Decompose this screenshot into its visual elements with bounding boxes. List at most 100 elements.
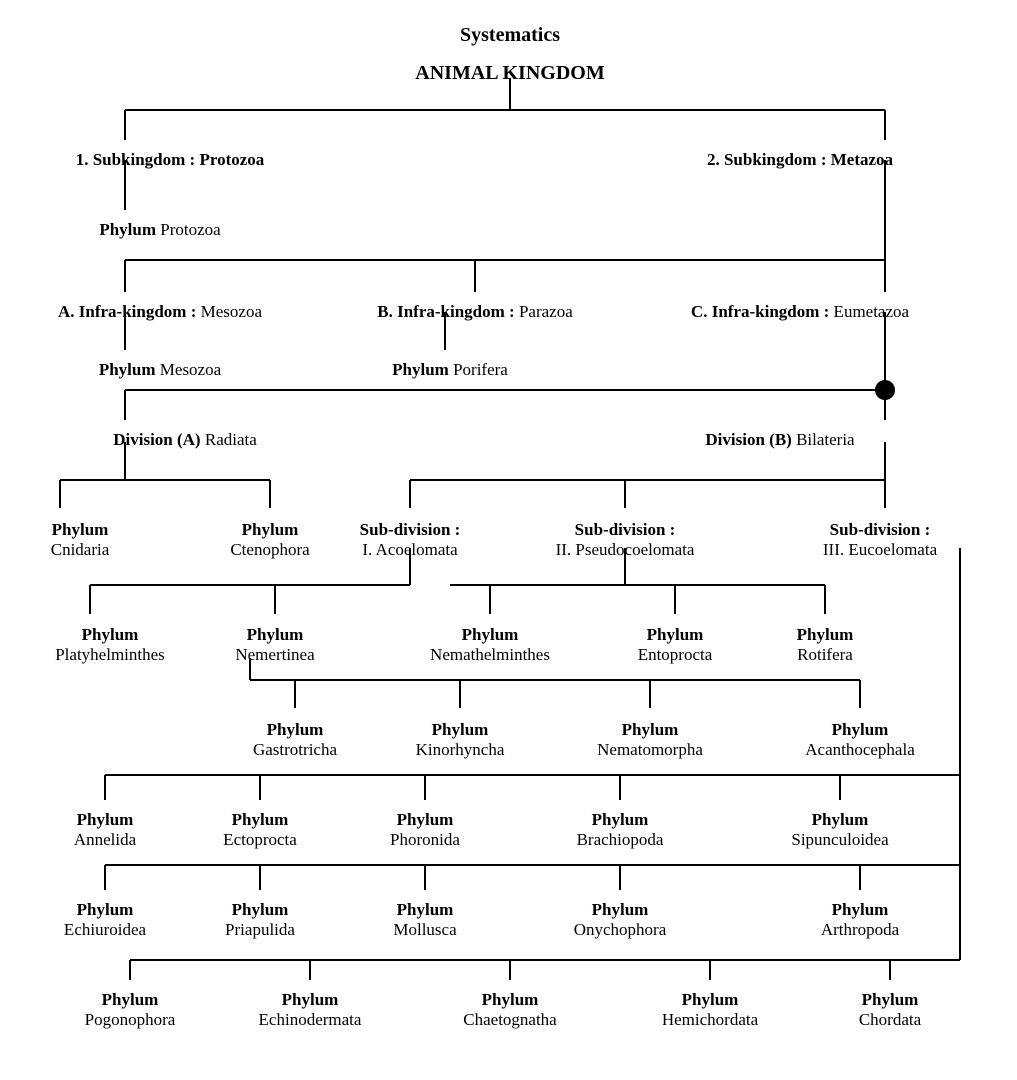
taxon-name: Metazoa (831, 150, 893, 169)
node-div_bilateria: Division (B) Bilateria (705, 430, 854, 450)
rank-label: Phylum (74, 810, 136, 830)
rank-label: Phylum (253, 720, 337, 740)
node-ph_hemich: PhylumHemichordata (662, 990, 758, 1029)
taxon-name: Protozoa (199, 150, 264, 169)
rank-label: Division (B) (705, 430, 796, 449)
node-root: ANIMAL KINGDOM (415, 62, 604, 85)
rank-label: Sub-division : (556, 520, 695, 540)
taxon-name: Chordata (859, 1010, 921, 1030)
rank-label: Phylum (392, 360, 453, 379)
node-ph_pogono: PhylumPogonophora (85, 990, 176, 1029)
rank-label: Phylum (259, 990, 362, 1010)
node-ik_mesozoa: A. Infra-kingdom : Mesozoa (58, 302, 262, 322)
rank-label: Phylum (797, 625, 854, 645)
node-div_radiata: Division (A) Radiata (113, 430, 257, 450)
rank-label: Phylum (597, 720, 703, 740)
taxon-name: Mesozoa (160, 360, 221, 379)
rank-label: Phylum (230, 520, 309, 540)
node-sk_metazoa: 2. Subkingdom : Metazoa (707, 150, 893, 170)
node-ph_chord: PhylumChordata (859, 990, 921, 1029)
taxon-name: Acanthocephala (805, 740, 915, 760)
node-ph_onycho: PhylumOnychophora (574, 900, 667, 939)
taxon-name: I. Acoelomata (360, 540, 461, 560)
rank-label: Phylum (235, 625, 314, 645)
taxon-name: Cnidaria (51, 540, 110, 560)
node-ph_phoron: PhylumPhoronida (390, 810, 460, 849)
node-ph_annelida: PhylumAnnelida (74, 810, 136, 849)
taxon-name: Mollusca (393, 920, 456, 940)
rank-label: C. Infra-kingdom : (691, 302, 834, 321)
node-ph_arthro: PhylumArthropoda (821, 900, 899, 939)
node-ph_mesozoa: Phylum Mesozoa (99, 360, 221, 380)
node-ph_platy: PhylumPlatyhelminthes (55, 625, 165, 664)
rank-label: Phylum (99, 220, 160, 239)
rank-label: 1. Subkingdom : (76, 150, 200, 169)
rank-label: Phylum (662, 990, 758, 1010)
taxon-name: Onychophora (574, 920, 667, 940)
node-ph_gastro: PhylumGastrotricha (253, 720, 337, 759)
label: Systematics (460, 24, 560, 46)
taxon-name: Echinodermata (259, 1010, 362, 1030)
taxon-name: Mesozoa (201, 302, 262, 321)
rank-label: Phylum (463, 990, 556, 1010)
taxon-name: Brachiopoda (577, 830, 664, 850)
taxon-name: II. Pseudocoelomata (556, 540, 695, 560)
taxon-name: Sipunculoidea (791, 830, 888, 850)
rank-label: Phylum (638, 625, 713, 645)
rank-label: Phylum (223, 810, 297, 830)
rank-label: Phylum (577, 810, 664, 830)
rank-label: Phylum (821, 900, 899, 920)
node-ph_brachio: PhylumBrachiopoda (577, 810, 664, 849)
node-ph_kinorh: PhylumKinorhyncha (416, 720, 505, 759)
taxon-name: Chaetognatha (463, 1010, 556, 1030)
taxon-name: Ectoprocta (223, 830, 297, 850)
taxon-name: Entoprocta (638, 645, 713, 665)
taxon-name: Nemertinea (235, 645, 314, 665)
taxon-name: Parazoa (519, 302, 573, 321)
rank-label: Phylum (574, 900, 667, 920)
node-ph_porifera: Phylum Porifera (392, 360, 508, 380)
rank-label: Sub-division : (360, 520, 461, 540)
taxon-name: Echiuroidea (64, 920, 146, 940)
rank-label: Phylum (859, 990, 921, 1010)
taxon-name: Kinorhyncha (416, 740, 505, 760)
node-sd_acoel: Sub-division :I. Acoelomata (360, 520, 461, 559)
rank-label: Phylum (225, 900, 295, 920)
taxon-name: Ctenophora (230, 540, 309, 560)
rank-label: A. Infra-kingdom : (58, 302, 201, 321)
node-ik_eumetazoa: C. Infra-kingdom : Eumetazoa (691, 302, 909, 322)
rank-label: Phylum (85, 990, 176, 1010)
node-ph_nemmorph: PhylumNematomorpha (597, 720, 703, 759)
node-ph_priap: PhylumPriapulida (225, 900, 295, 939)
node-ph_nemath: PhylumNemathelminthes (430, 625, 550, 664)
taxon-name: Annelida (74, 830, 136, 850)
taxon-name: Bilateria (796, 430, 855, 449)
rank-label: Phylum (64, 900, 146, 920)
node-ph_sipunc: PhylumSipunculoidea (791, 810, 888, 849)
taxon-name: Nematomorpha (597, 740, 703, 760)
taxon-name: Priapulida (225, 920, 295, 940)
taxon-name: Eumetazoa (834, 302, 910, 321)
node-ik_parazoa: B. Infra-kingdom : Parazoa (377, 302, 573, 322)
node-ph_rotifera: PhylumRotifera (797, 625, 854, 664)
node-sd_pseudo: Sub-division :II. Pseudocoelomata (556, 520, 695, 559)
taxon-name: Nemathelminthes (430, 645, 550, 665)
taxon-name: Gastrotricha (253, 740, 337, 760)
rank-label: Phylum (791, 810, 888, 830)
rank-label: Phylum (51, 520, 110, 540)
rank-label: Phylum (805, 720, 915, 740)
rank-label: B. Infra-kingdom : (377, 302, 519, 321)
rank-label: Division (A) (113, 430, 205, 449)
node-sd_eucoel: Sub-division :III. Eucoelomata (823, 520, 937, 559)
taxon-name: Platyhelminthes (55, 645, 165, 665)
taxon-name: Phoronida (390, 830, 460, 850)
rank-label: Phylum (390, 810, 460, 830)
node-ph_echino: PhylumEchinodermata (259, 990, 362, 1029)
node-ph_cnidaria: PhylumCnidaria (51, 520, 110, 559)
rank-label: Phylum (430, 625, 550, 645)
rank-label: Phylum (416, 720, 505, 740)
rank-label: Phylum (393, 900, 456, 920)
systematics-tree-diagram: Systematics ANIMAL KINGDOM 1. Subkingdom :… (10, 10, 1010, 1070)
node-ph_ctenophora: PhylumCtenophora (230, 520, 309, 559)
node-title: Systematics (460, 24, 560, 47)
